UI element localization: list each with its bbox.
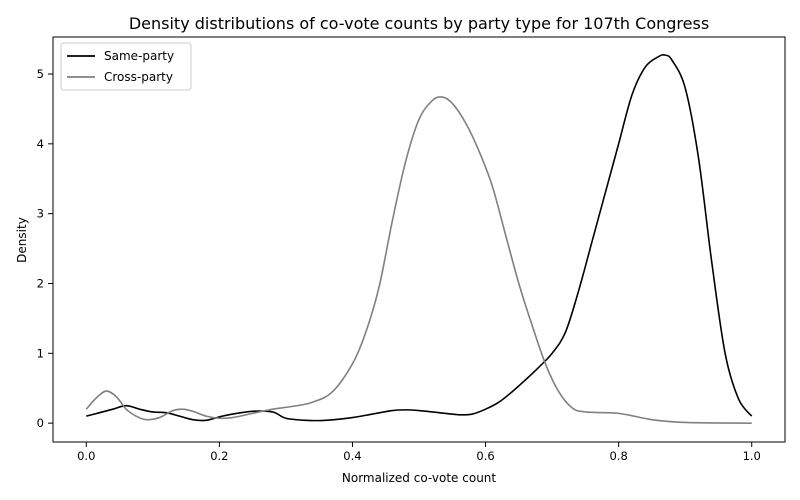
y-tick-label: 3 xyxy=(37,207,44,221)
y-tick-label: 1 xyxy=(37,346,44,360)
chart-title: Density distributions of co-vote counts … xyxy=(129,14,709,33)
legend-box xyxy=(60,42,192,91)
x-tick-label: 1.0 xyxy=(743,449,761,463)
x-tick-label: 0.6 xyxy=(476,449,494,463)
series-line-same-party xyxy=(86,54,753,422)
y-tick-label: 4 xyxy=(37,137,44,151)
x-tick-label: 0.4 xyxy=(343,449,361,463)
x-axis-label: Normalized co-vote count xyxy=(342,471,497,485)
y-tick-label: 5 xyxy=(37,67,44,81)
y-axis: 0 1 2 3 4 5 xyxy=(37,67,53,430)
y-axis-label: Density xyxy=(15,217,29,263)
x-axis: 0.0 0.2 0.4 0.6 0.8 1.0 xyxy=(77,442,761,463)
plot-area xyxy=(52,36,786,443)
y-tick-label: 2 xyxy=(37,276,44,290)
x-tick-label: 0.2 xyxy=(210,449,228,463)
legend-label-same-party: Same-party xyxy=(104,49,174,63)
legend: Same-party Cross-party xyxy=(60,42,192,91)
x-tick-label: 0.0 xyxy=(77,449,95,463)
series-line-cross-party xyxy=(85,96,752,424)
x-tick-label: 0.8 xyxy=(609,449,627,463)
legend-label-cross-party: Cross-party xyxy=(104,70,173,84)
series-layer xyxy=(85,54,753,424)
y-tick-label: 0 xyxy=(37,416,44,430)
